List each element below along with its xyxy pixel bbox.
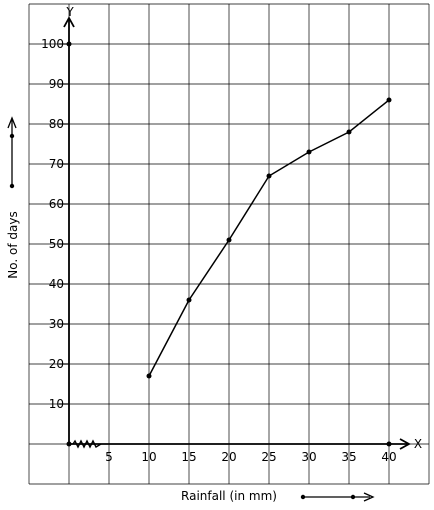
x-axis-arrowhead bbox=[399, 438, 411, 450]
x-tick-label: 15 bbox=[181, 450, 196, 464]
y-tick-label: 30 bbox=[49, 317, 64, 331]
data-point bbox=[266, 173, 272, 179]
y-direction-dot-upper bbox=[9, 133, 15, 139]
y-tick-label: 100 bbox=[41, 37, 64, 51]
y-axis-arrowhead bbox=[63, 16, 75, 28]
x-axis-title: Rainfall (in mm) bbox=[181, 489, 277, 503]
y-tick-label: 80 bbox=[49, 117, 64, 131]
x-tick-label: 10 bbox=[141, 450, 156, 464]
data-point bbox=[226, 237, 232, 243]
axis-direction-arrows bbox=[7, 116, 375, 502]
y-direction-dot-lower bbox=[9, 183, 15, 189]
y-axis-title: No. of days bbox=[6, 211, 20, 278]
x-tick-label: 30 bbox=[301, 450, 316, 464]
x-direction-dot-right bbox=[350, 494, 356, 500]
y-axis-letter: Y bbox=[65, 5, 74, 19]
y-tick-label: 60 bbox=[49, 197, 64, 211]
x-direction-arrowhead bbox=[363, 492, 375, 502]
data-point bbox=[346, 129, 352, 135]
y-tick-label: 70 bbox=[49, 157, 64, 171]
y-tick-label: 90 bbox=[49, 77, 64, 91]
origin-dot bbox=[66, 441, 72, 447]
y-tick-label: 40 bbox=[49, 277, 64, 291]
x-tick-label: 40 bbox=[381, 450, 396, 464]
data-point bbox=[146, 373, 152, 379]
tick-labels: 10 20 30 40 50 60 70 80 90 100 5 10 15 20 25 30 35 40 bbox=[41, 37, 397, 464]
x-direction-dot-left bbox=[300, 494, 306, 500]
data-point bbox=[306, 149, 312, 155]
series-rainfall bbox=[146, 97, 392, 379]
x-axis-letter: X bbox=[414, 437, 422, 451]
x-axis-end-dot bbox=[386, 441, 392, 447]
data-point bbox=[386, 97, 392, 103]
x-tick-label: 5 bbox=[105, 450, 113, 464]
y-tick-label: 20 bbox=[49, 357, 64, 371]
axis-labels: Y X Rainfall (in mm) No. of days bbox=[6, 5, 422, 503]
y-tick-label: 50 bbox=[49, 237, 64, 251]
y-direction-arrowhead bbox=[7, 116, 17, 129]
x-tick-label: 25 bbox=[261, 450, 276, 464]
x-tick-label: 20 bbox=[221, 450, 236, 464]
x-axis-break-mark bbox=[72, 439, 102, 449]
grid bbox=[28, 3, 430, 485]
axes bbox=[63, 16, 411, 450]
y-tick-label: 10 bbox=[49, 397, 64, 411]
data-point bbox=[186, 297, 192, 303]
x-tick-label: 35 bbox=[341, 450, 356, 464]
